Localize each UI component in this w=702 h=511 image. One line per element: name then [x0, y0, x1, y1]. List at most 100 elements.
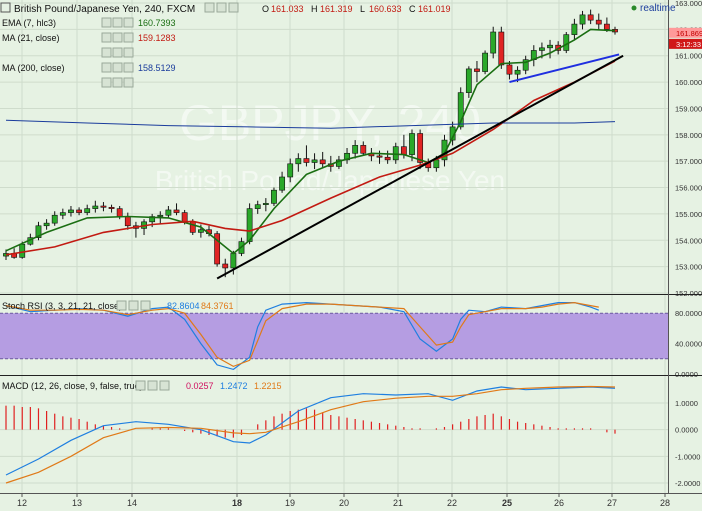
- stoch-band: [0, 313, 668, 359]
- price-tick-label: 158.000: [675, 131, 702, 140]
- x-tick-label: 19: [285, 498, 295, 508]
- candle-body: [336, 159, 342, 167]
- panel-value: 1.2215: [254, 381, 282, 391]
- panel-settings-icon: [140, 300, 151, 311]
- panel-settings-icon: [128, 300, 139, 311]
- ohlc-readout: O 161.033 H 161.319 L 160.633 C 161.019: [262, 4, 451, 14]
- x-tick-label: 14: [127, 498, 137, 508]
- price-tick-label: 152.000: [675, 289, 702, 298]
- indicator-settings-icon: [112, 32, 123, 43]
- candle-body: [279, 176, 285, 191]
- indicator-settings-icon: [112, 47, 123, 58]
- header-icon-group: [204, 2, 239, 13]
- ohlc-value: 160.633: [369, 4, 402, 14]
- macd-line: [5, 385, 616, 484]
- candle-body: [108, 207, 115, 209]
- stoch-rsi-panel: [0, 301, 668, 371]
- x-tick-label: 22: [447, 498, 457, 508]
- price-axis-background: [668, 0, 702, 511]
- indicator-settings-icon: [112, 62, 123, 73]
- stoch-tick-label: 40.0000: [675, 340, 702, 349]
- indicator-settings-icon: [123, 77, 134, 88]
- candle-body: [498, 31, 505, 66]
- candle-body: [384, 156, 391, 161]
- indicator-settings-icon: [101, 62, 112, 73]
- ohlc-key: L: [360, 4, 365, 14]
- candle-body: [92, 205, 99, 209]
- ohlc-key: O: [262, 4, 269, 14]
- macd-panel: [5, 385, 616, 484]
- candle-body: [124, 216, 131, 227]
- macd-tick-label: -1.0000: [675, 452, 700, 461]
- x-tick-label: 20: [339, 498, 349, 508]
- candle-body: [506, 64, 513, 75]
- panel-value: 84.3761: [201, 301, 234, 311]
- candle-body: [465, 68, 472, 93]
- collapse-checkbox[interactable]: [0, 2, 11, 13]
- watermark-description: British Pound/Japanese Yen: [155, 165, 505, 196]
- overlay-line: [5, 28, 616, 255]
- settings-icon: [204, 2, 215, 13]
- candle-body: [522, 59, 529, 71]
- candle-body: [571, 23, 578, 35]
- ohlc-value: 161.319: [320, 4, 353, 14]
- x-tick-label: 13: [72, 498, 82, 508]
- price-tick-label: 161.000: [675, 52, 702, 61]
- panel-label: Stoch RSI (3, 3, 21, 21, close): [2, 301, 122, 311]
- panel-settings-icon: [116, 300, 127, 311]
- candle-body: [76, 209, 82, 213]
- price-tick-label: 163.000: [675, 0, 702, 8]
- candle-body: [603, 23, 610, 30]
- candle-body: [116, 208, 123, 217]
- candle-body: [254, 204, 261, 209]
- candle-body: [197, 229, 204, 233]
- symbol-title: British Pound/Japanese Yen, 240, FXCM: [14, 4, 195, 15]
- indicator-settings-icon: [123, 17, 134, 28]
- candle-body: [271, 189, 277, 204]
- trendline: [216, 54, 624, 280]
- ohlc-key: C: [409, 4, 416, 14]
- candle-body: [433, 159, 440, 169]
- price-tag-label: 3:12:33: [676, 40, 701, 49]
- macd-line: [5, 386, 616, 476]
- candle-body: [457, 92, 464, 128]
- candle-body: [319, 159, 326, 165]
- candle-body: [303, 158, 310, 163]
- candle-body: [490, 31, 497, 54]
- candle-body: [579, 14, 586, 25]
- indicator-settings-icon: [101, 17, 112, 28]
- candle-body: [59, 212, 66, 216]
- candle-body: [539, 47, 545, 51]
- x-tick-label: 12: [17, 498, 27, 508]
- indicator-value: 159.1283: [138, 33, 176, 43]
- panel-value: 82.8604: [167, 301, 200, 311]
- candle-body: [246, 208, 253, 242]
- indicator-label: EMA (7, hlc3): [2, 18, 56, 28]
- candle-body: [595, 19, 602, 25]
- candle-body: [157, 214, 164, 217]
- candle-body: [482, 52, 488, 72]
- stoch-line: [5, 301, 599, 368]
- stoch-tick-label: 0.0000: [675, 370, 698, 379]
- stoch-tick-label: 80.0000: [675, 309, 702, 318]
- settings-icon: [216, 2, 227, 13]
- candle-body: [295, 158, 302, 165]
- indicator-value: 160.7393: [138, 18, 176, 28]
- candle-body: [360, 145, 367, 154]
- price-tick-label: 154.000: [675, 236, 702, 245]
- indicator-legend: EMA (7, hlc3) 160.7393 MA (21, close) 159.1…: [2, 17, 176, 88]
- x-tick-label: 26: [554, 498, 564, 508]
- candle-body: [189, 221, 196, 233]
- ohlc-key: H: [311, 4, 318, 14]
- candle-body: [514, 69, 521, 75]
- realtime-label: realtime: [640, 3, 676, 14]
- price-tag-label: 161.869: [676, 29, 702, 38]
- panel-value: 1.2472: [220, 381, 248, 391]
- indicator-settings-icon: [123, 47, 134, 58]
- candle-body: [230, 253, 237, 269]
- indicator-settings-icon: [101, 77, 112, 88]
- candle-body: [400, 146, 407, 155]
- x-tick-label: 25: [502, 498, 512, 508]
